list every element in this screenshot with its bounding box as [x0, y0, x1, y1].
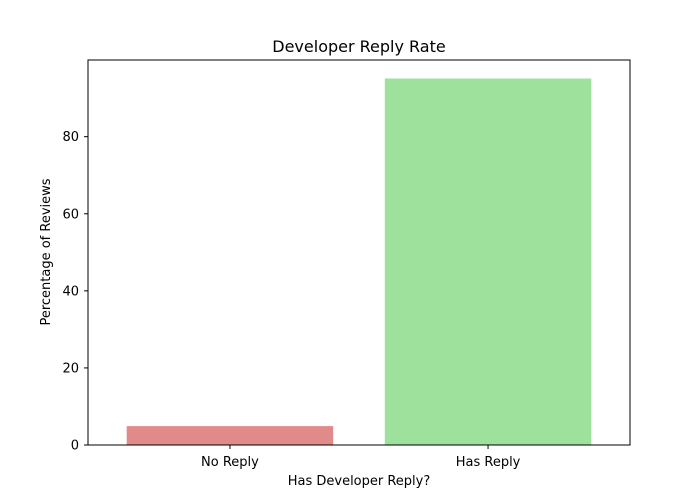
- y-axis-label: Percentage of Reviews: [39, 178, 54, 325]
- y-tick-label: 80: [62, 130, 79, 145]
- x-axis: No Reply Has Reply: [201, 445, 521, 470]
- x-tick-label: Has Reply: [456, 455, 521, 470]
- bars-group: [126, 78, 592, 445]
- y-axis: 0 20 40 60 80: [62, 130, 88, 454]
- y-tick-label: 40: [62, 284, 79, 299]
- y-tick-label: 0: [71, 439, 79, 454]
- y-tick-label: 60: [62, 207, 79, 222]
- bar-no-reply: [126, 426, 334, 445]
- plot-frame: [87, 59, 631, 446]
- x-axis-label: Has Developer Reply?: [288, 474, 431, 489]
- bar-has-reply: [384, 78, 592, 445]
- chart-title: Developer Reply Rate: [272, 37, 445, 56]
- y-tick-label: 20: [62, 361, 79, 376]
- x-tick-label: No Reply: [201, 455, 259, 470]
